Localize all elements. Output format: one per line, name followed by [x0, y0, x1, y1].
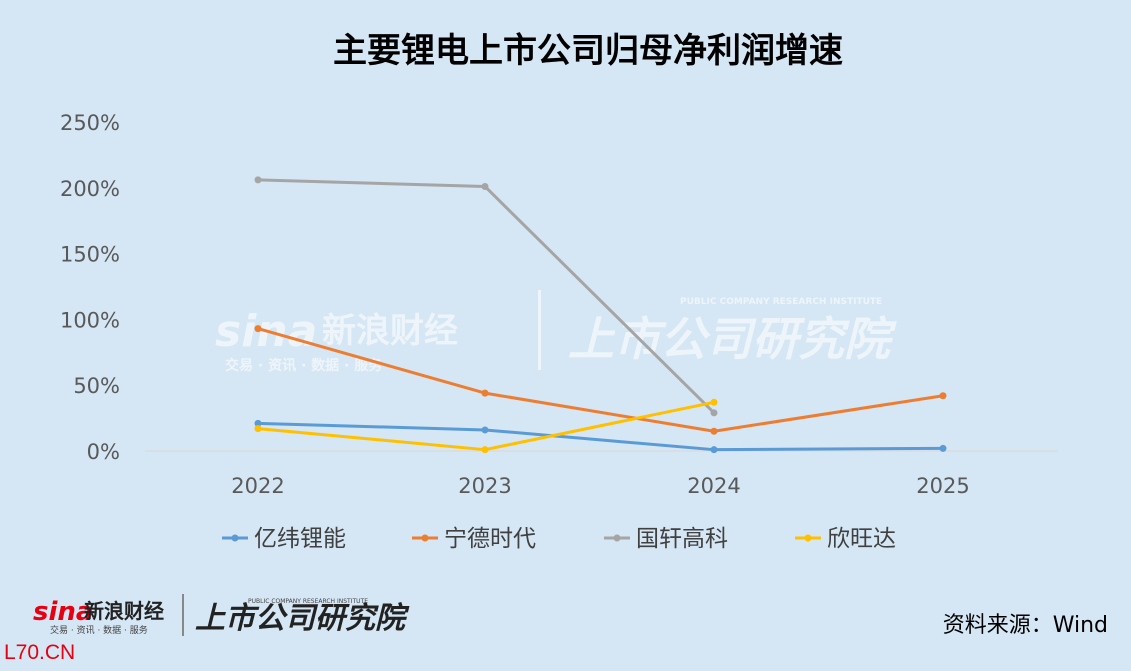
data-point-3-0 [254, 425, 262, 433]
data-point-0-3 [939, 444, 947, 452]
chart-title: 主要锂电上市公司归母净利润增速 [333, 31, 843, 71]
plot-area [254, 176, 947, 454]
source-note: 资料来源：Wind [943, 613, 1108, 638]
data-point-2-1 [481, 182, 489, 190]
legend-marker-3 [804, 534, 812, 542]
y-tick-label: 200% [60, 177, 120, 201]
data-point-1-1 [481, 389, 489, 397]
sina-watermark-name: 新浪财经 [322, 311, 458, 351]
series-line-2 [257, 178, 716, 414]
data-point-3-1 [481, 446, 489, 454]
institute-watermark-en: PUBLIC COMPANY RESEARCH INSTITUTE [680, 297, 882, 307]
data-point-3-2 [710, 398, 718, 406]
legend-label-1: 宁德时代 [444, 526, 536, 552]
footer-sina-tagline: 交易 · 资讯 · 数据 · 服务 [50, 624, 148, 636]
y-tick-label: 0% [87, 440, 120, 464]
footer-sina-logo: sina [33, 597, 93, 627]
institute-watermark-name: 上市公司研究院 [568, 312, 897, 366]
sina-watermark-tagline: 交易 · 资讯 · 数据 · 服务 [225, 357, 383, 374]
watermark-divider [538, 290, 541, 370]
legend-marker-0 [231, 534, 239, 542]
data-point-0-1 [481, 426, 489, 434]
x-tick-label: 2022 [231, 474, 284, 498]
y-tick-label: 100% [60, 308, 120, 332]
x-axis: 2022 2023 2024 2025 [231, 474, 969, 498]
legend: 亿纬锂能 宁德时代 国轩高科 欣旺达 [222, 526, 896, 552]
x-tick-label: 2023 [458, 474, 511, 498]
legend-label-0: 亿纬锂能 [254, 526, 346, 552]
x-tick-label: 2024 [687, 474, 740, 498]
y-axis: 250% 200% 150% 100% 50% 0% [60, 111, 120, 464]
data-point-2-0 [254, 176, 262, 184]
legend-label-3: 欣旺达 [827, 526, 896, 552]
legend-label-2: 国轩高科 [636, 526, 728, 552]
footer-logo: sina 新浪财经 交易 · 资讯 · 数据 · 服务 上市公司研究院 PUBL… [33, 594, 410, 636]
data-point-0-0 [254, 419, 262, 427]
footer-institute-name: 上市公司研究院 [195, 601, 410, 636]
data-point-0-2 [710, 446, 718, 454]
legend-marker-2 [613, 534, 621, 542]
data-point-1-0 [254, 325, 262, 333]
sina-watermark: sina 新浪财经 交易 · 资讯 · 数据 · 服务 上市公司研究院 PUBL… [215, 290, 897, 374]
y-tick-label: 50% [73, 374, 120, 398]
corner-mark: L70.CN [4, 641, 75, 664]
series-line-0 [257, 421, 944, 452]
data-point-2-2 [710, 409, 718, 417]
y-tick-label: 250% [60, 111, 120, 135]
footer-institute-en: PUBLIC COMPANY RESEARCH INSTITUTE [248, 598, 368, 605]
series-line-1 [257, 327, 944, 433]
data-point-1-2 [710, 427, 718, 435]
data-point-1-3 [939, 392, 947, 400]
y-tick-label: 150% [60, 243, 120, 267]
footer-sina-name: 新浪财经 [84, 599, 164, 623]
x-tick-label: 2025 [916, 474, 969, 498]
legend-marker-1 [421, 534, 429, 542]
footer-divider [182, 594, 184, 636]
